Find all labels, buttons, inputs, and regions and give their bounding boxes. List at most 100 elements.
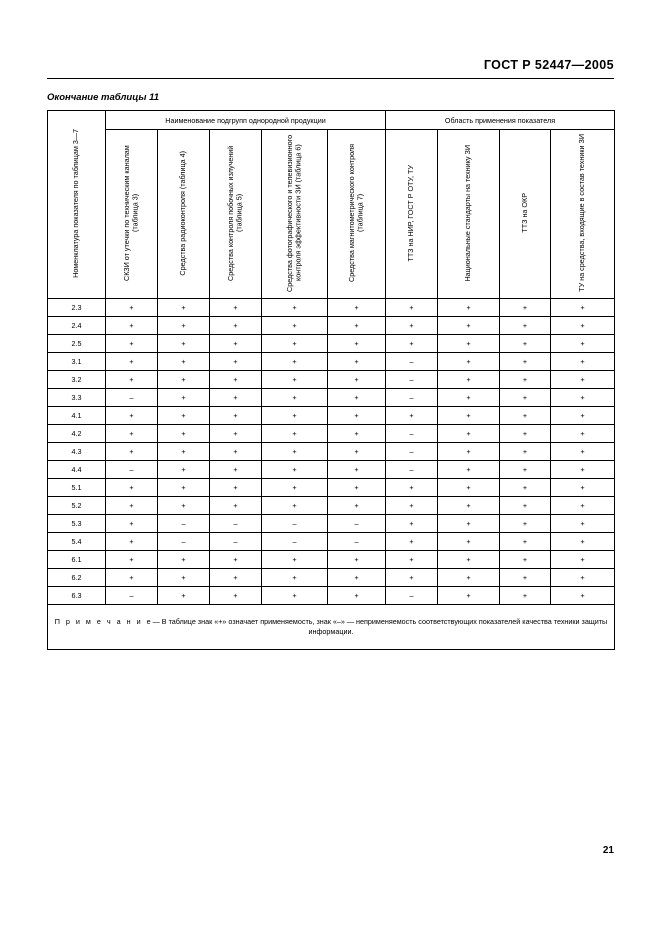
cell-value: – xyxy=(385,424,438,443)
table-row: 3.2 + + + + + – + + + xyxy=(47,370,615,389)
page-header: ГОСТ Р 52447—2005 xyxy=(483,58,614,72)
cell-value: + xyxy=(209,586,262,605)
cell-index: 6.2 xyxy=(47,568,106,587)
table-body: 2.3 + + + + + + + + + 2.4 + + + + xyxy=(47,298,615,650)
cell-value: + xyxy=(105,442,158,461)
table-row: 4.4 – + + + + – + + + xyxy=(47,460,615,479)
cell-value: – xyxy=(157,532,210,551)
header-label-1: СКЗИ от утечки по техническим каналам (т… xyxy=(122,145,140,281)
cell-value: + xyxy=(437,460,500,479)
group-header-product: Наименование подгрупп однородной продукц… xyxy=(105,110,386,130)
cell-value: + xyxy=(209,550,262,569)
table-row: 4.3 + + + + + – + + + xyxy=(47,442,615,461)
cell-value: + xyxy=(157,298,210,317)
cell-value: – xyxy=(385,460,438,479)
cell-value: + xyxy=(499,532,551,551)
cell-value: + xyxy=(327,568,386,587)
cell-value: + xyxy=(327,352,386,371)
cell-value: + xyxy=(209,442,262,461)
cell-value: + xyxy=(209,568,262,587)
cell-value: + xyxy=(327,442,386,461)
header-cell-6: ТТЗ на НИР, ГОСТ Р ОТУ, ТУ xyxy=(385,129,438,299)
table-row: 6.2 + + + + + + + + + xyxy=(47,568,615,587)
cell-value: + xyxy=(157,496,210,515)
cell-value: + xyxy=(261,550,328,569)
cell-value: + xyxy=(105,550,158,569)
cell-value: + xyxy=(157,316,210,335)
cell-value: + xyxy=(499,298,551,317)
cell-value: + xyxy=(209,316,262,335)
cell-value: + xyxy=(385,568,438,587)
cell-value: + xyxy=(261,298,328,317)
header-cell-1: СКЗИ от утечки по техническим каналам (т… xyxy=(105,129,158,299)
cell-value: + xyxy=(550,550,615,569)
cell-value: + xyxy=(209,370,262,389)
header-label-index: Номенклатура показателя по таблицам 3—7 xyxy=(71,129,81,278)
cell-value: + xyxy=(437,370,500,389)
cell-index: 2.5 xyxy=(47,334,106,353)
cell-value: + xyxy=(437,406,500,425)
header-label-6: ТТЗ на НИР, ГОСТ Р ОТУ, ТУ xyxy=(406,164,416,262)
cell-value: + xyxy=(105,424,158,443)
cell-value: + xyxy=(499,370,551,389)
table-note-cell: П р и м е ч а н и е— В таблице знак «+» … xyxy=(47,604,615,650)
cell-value: + xyxy=(261,442,328,461)
cell-value: + xyxy=(209,298,262,317)
cell-index: 3.1 xyxy=(47,352,106,371)
cell-value: – xyxy=(209,532,262,551)
cell-value: + xyxy=(157,334,210,353)
table-note-label: П р и м е ч а н и е xyxy=(54,616,153,626)
cell-value: + xyxy=(437,586,500,605)
cell-value: + xyxy=(550,532,615,551)
cell-value: + xyxy=(550,568,615,587)
cell-value: – xyxy=(105,460,158,479)
cell-value: + xyxy=(261,406,328,425)
cell-value: + xyxy=(157,388,210,407)
cell-value: + xyxy=(105,316,158,335)
table-column-header-row: СКЗИ от утечки по техническим каналам (т… xyxy=(48,129,615,299)
cell-value: + xyxy=(105,496,158,515)
cell-value: + xyxy=(437,442,500,461)
cell-value: + xyxy=(261,316,328,335)
cell-value: + xyxy=(499,406,551,425)
cell-value: + xyxy=(105,478,158,497)
cell-value: + xyxy=(105,532,158,551)
cell-value: + xyxy=(550,370,615,389)
header-label-7: Национальные стандарты на технику ЗИ xyxy=(463,144,473,282)
cell-value: + xyxy=(499,352,551,371)
cell-value: + xyxy=(157,352,210,371)
cell-value: + xyxy=(499,388,551,407)
cell-index: 6.1 xyxy=(47,550,106,569)
cell-index: 3.2 xyxy=(47,370,106,389)
table-note-row: П р и м е ч а н и е— В таблице знак «+» … xyxy=(47,604,615,650)
page-number: 21 xyxy=(602,845,614,856)
header-label-8: ТТЗ на ОКР xyxy=(519,193,529,233)
cell-value: + xyxy=(499,316,551,335)
header-cell-index: Номенклатура показателя по таблицам 3—7 xyxy=(47,110,106,299)
header-cell-9: ТУ на средства, входящие в состав техник… xyxy=(550,129,615,299)
table-caption: Окончание таблицы 11 xyxy=(47,92,159,103)
cell-value: + xyxy=(385,496,438,515)
cell-value: + xyxy=(261,568,328,587)
cell-value: + xyxy=(157,442,210,461)
header-divider xyxy=(47,78,614,79)
table-row: 2.3 + + + + + + + + + xyxy=(47,298,615,317)
cell-value: – xyxy=(157,514,210,533)
cell-value: + xyxy=(437,532,500,551)
group-header-application: Область применения показателя xyxy=(385,110,615,130)
cell-value: + xyxy=(499,442,551,461)
header-label-3: Средства контроля побочных излучений (та… xyxy=(226,145,244,281)
cell-value: + xyxy=(261,424,328,443)
header-cell-2: Средства радиоконтроля (таблица 4) xyxy=(157,129,210,299)
cell-value: + xyxy=(437,496,500,515)
cell-value: + xyxy=(105,352,158,371)
cell-value: + xyxy=(105,298,158,317)
cell-value: + xyxy=(437,316,500,335)
cell-index: 6.3 xyxy=(47,586,106,605)
header-label-4: Средства фотографического и телевизионно… xyxy=(285,134,303,292)
header-cell-8: ТТЗ на ОКР xyxy=(499,129,551,299)
table-row: 5.1 + + + + + + + + + xyxy=(47,478,615,497)
cell-value: + xyxy=(385,298,438,317)
cell-value: – xyxy=(385,442,438,461)
